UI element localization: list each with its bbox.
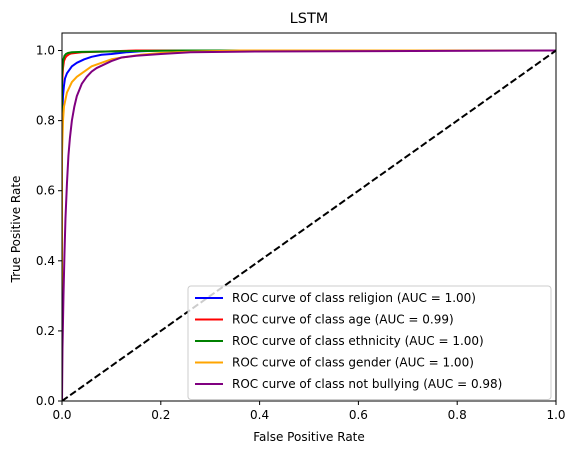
x-tick-label: 1.0 bbox=[546, 408, 565, 422]
plot-lines bbox=[62, 49, 556, 401]
x-tick-label: 0.6 bbox=[349, 408, 368, 422]
series-line-2 bbox=[62, 49, 556, 401]
x-tick-label: 0.2 bbox=[151, 408, 170, 422]
axes: 0.0 0.2 0.4 0.6 0.8 1.0 0.0 0.2 0.4 0.6 0.8 1.0 bbox=[36, 32, 566, 422]
y-tick-label: 0.0 bbox=[36, 394, 55, 408]
y-tick-label: 0.8 bbox=[36, 114, 55, 128]
x-axis-label: False Positive Rate bbox=[253, 430, 365, 444]
y-tick-label: 0.2 bbox=[36, 324, 55, 338]
legend-entry: ROC curve of class ethnicity (AUC = 1.00… bbox=[232, 334, 484, 348]
x-tick-label: 0.4 bbox=[250, 408, 269, 422]
legend-entry: ROC curve of class age (AUC = 0.99) bbox=[232, 313, 454, 327]
legend-entry: ROC curve of class religion (AUC = 1.00) bbox=[232, 291, 476, 305]
x-tick-label: 0.0 bbox=[52, 408, 71, 422]
legend-entry: ROC curve of class not bullying (AUC = 0… bbox=[232, 377, 502, 391]
legend: ROC curve of class religion (AUC = 1.00)… bbox=[187, 285, 552, 400]
series-line-4 bbox=[62, 49, 556, 401]
chart-title: LSTM bbox=[290, 11, 329, 27]
legend-box bbox=[187, 285, 552, 400]
y-tick-label: 0.4 bbox=[36, 254, 55, 268]
x-tick-label: 0.8 bbox=[448, 408, 467, 422]
chance-diagonal-line bbox=[62, 49, 556, 401]
legend-entry: ROC curve of class gender (AUC = 1.00) bbox=[232, 356, 474, 370]
y-tick-label: 1.0 bbox=[36, 44, 55, 58]
plot-frame bbox=[61, 32, 557, 402]
y-tick-label: 0.6 bbox=[36, 184, 55, 198]
y-axis-label: True Positive Rate bbox=[9, 176, 23, 284]
